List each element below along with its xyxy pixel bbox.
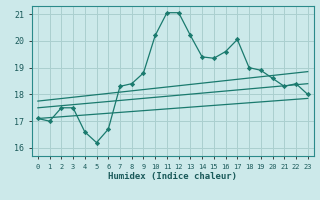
- X-axis label: Humidex (Indice chaleur): Humidex (Indice chaleur): [108, 172, 237, 181]
